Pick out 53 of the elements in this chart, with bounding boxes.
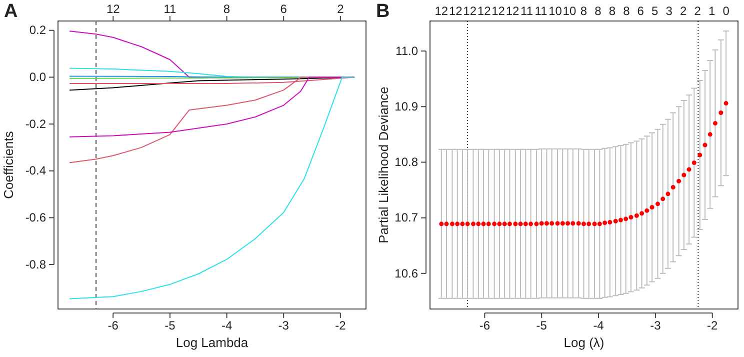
text: 6	[280, 2, 288, 16]
y-tick-label: 0.0	[29, 70, 46, 84]
text: 10	[562, 4, 576, 18]
text: 2	[694, 4, 702, 18]
text: 2	[337, 2, 344, 16]
y-tick-label: -0.8	[25, 257, 46, 272]
y-tick-label: 10.6	[394, 266, 418, 280]
text: 11	[520, 4, 534, 18]
chart-title: B	[376, 1, 390, 22]
text: 3	[666, 4, 673, 18]
x-tick-label: -5	[536, 318, 548, 333]
y-tick-label: -0.6	[25, 210, 46, 225]
x-tick-label: -3	[278, 318, 290, 333]
chart-title: A	[4, 1, 18, 22]
text: 12	[463, 4, 477, 18]
x-tick-label: -2	[707, 318, 718, 333]
x-axis-title: Log (λ)	[564, 335, 604, 350]
text: 0	[722, 4, 730, 18]
y-tick-label: -0.2	[25, 116, 46, 131]
y-axis-title: Coefficients	[1, 130, 16, 199]
x-tick-label: -4	[221, 318, 232, 333]
x-tick-label: -2	[335, 318, 346, 333]
text: 6	[637, 4, 644, 18]
text: 1	[708, 4, 716, 18]
text: 12	[434, 4, 448, 18]
y-tick-label: -0.4	[25, 164, 46, 178]
x-tick-label: -5	[164, 318, 176, 333]
text: 8	[608, 4, 616, 18]
y-tick-label: 0.2	[29, 23, 46, 38]
x-tick-label: -4	[593, 318, 604, 333]
text: 12	[506, 4, 520, 18]
text: 2	[680, 4, 687, 18]
y-tick-label: 11.0	[396, 44, 418, 58]
y-tick-label: 10.7	[394, 210, 418, 225]
y-tick-label: 10.9	[394, 99, 418, 114]
y-tick-label: 10.8	[394, 155, 418, 170]
text: 10	[548, 4, 562, 18]
text: 12	[492, 4, 506, 18]
text: 8	[580, 4, 588, 18]
text: 12	[477, 4, 492, 18]
text: 12	[106, 2, 120, 16]
text: 8	[594, 4, 602, 18]
x-tick-label: -3	[650, 318, 662, 333]
text: 11	[164, 2, 176, 16]
text: 12	[448, 4, 463, 18]
text: 8	[623, 4, 630, 18]
x-tick-label: -6	[479, 318, 490, 333]
y-axis-title: Partial Likelihood Deviance	[376, 86, 391, 244]
x-tick-label: -6	[108, 318, 119, 333]
text: 11	[534, 4, 548, 18]
text: 8	[223, 2, 230, 16]
text: 5	[652, 4, 659, 18]
x-axis-title: Log Lambda	[176, 335, 249, 350]
